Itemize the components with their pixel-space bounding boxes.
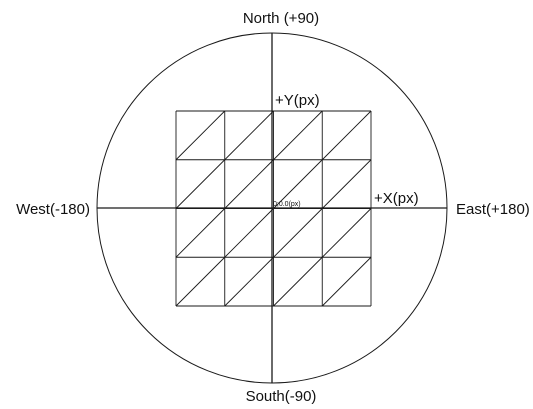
grid-cell-diagonal — [321, 256, 372, 307]
grid-cell-diagonal — [321, 208, 372, 258]
south-label: South(-90) — [246, 388, 317, 405]
grid-cell-diagonal — [273, 256, 323, 307]
north-label: North (+90) — [243, 10, 319, 27]
west-label: West(-180) — [16, 201, 90, 218]
plus-y-label: +Y(px) — [275, 92, 320, 109]
origin-label: 0;0.0(px) — [273, 201, 301, 208]
grid-cell-diagonal — [273, 110, 323, 161]
grid-cell-diagonal — [224, 159, 274, 209]
plus-x-label: +X(px) — [374, 190, 419, 207]
grid-cell-diagonal — [175, 110, 226, 161]
grid-cell-diagonal — [321, 110, 372, 161]
grid-cell-diagonal — [224, 208, 274, 258]
pixel-grid — [175, 110, 372, 307]
grid-cell-diagonal — [321, 159, 372, 209]
grid-cell-diagonal — [175, 256, 226, 307]
grid-cell-diagonal — [273, 159, 323, 209]
grid-cell-diagonal — [224, 256, 274, 307]
grid-cell-diagonal — [273, 208, 323, 258]
east-label: East(+180) — [456, 201, 530, 218]
grid-cell-diagonal — [224, 110, 274, 161]
grid-cell-diagonal — [175, 159, 226, 209]
grid-cell-diagonal — [175, 208, 226, 258]
